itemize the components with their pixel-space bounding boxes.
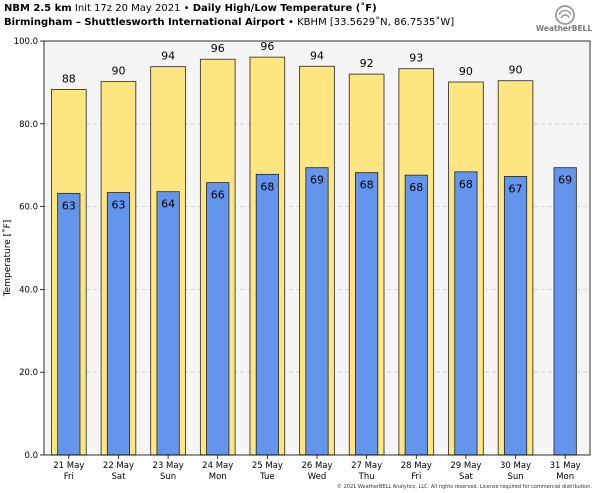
low-temp-label: 69 xyxy=(310,174,324,187)
y-tick-label: 40.0 xyxy=(19,285,38,295)
y-tick-label: 80.0 xyxy=(19,120,38,130)
x-tick-day: Tue xyxy=(259,472,275,482)
x-tick-date: 27 May xyxy=(351,461,382,471)
low-temp-label: 68 xyxy=(260,180,274,193)
y-tick-label: 100.0 xyxy=(14,37,38,47)
y-tick-label: 20.0 xyxy=(19,368,38,378)
x-tick-date: 21 May xyxy=(53,461,84,471)
low-temp-bar xyxy=(553,167,577,456)
low-temp-label: 67 xyxy=(509,182,523,195)
x-tick-day: Thu xyxy=(358,472,375,482)
x-tick-day: Mon xyxy=(209,472,227,482)
x-tick-day: Sat xyxy=(459,472,474,482)
copyright-footer: © 2021 WeatherBELL Analytics, LLC. All r… xyxy=(337,484,592,490)
header-line-2: Birmingham – Shuttlesworth International… xyxy=(4,16,524,30)
low-temp-label: 68 xyxy=(360,179,374,192)
chart-header: NBM 2.5 km Init 17z 20 May 2021 • Daily … xyxy=(4,2,524,30)
bars xyxy=(51,56,577,456)
low-temp-label: 66 xyxy=(211,189,225,202)
x-tick-day: Fri xyxy=(64,472,74,482)
low-temp-bar xyxy=(503,175,528,456)
high-temp-label: 88 xyxy=(62,72,76,85)
x-tick-date: 28 May xyxy=(401,461,432,471)
low-temp-bar xyxy=(404,174,428,456)
value-labels: 88 63 90 63 94 64 96 66 96 68 94 69 92 68 93 68 90 68 90 67… xyxy=(62,40,572,212)
high-temp-label: 93 xyxy=(409,52,423,65)
init-time: Init 17z 20 May 2021 xyxy=(74,3,181,14)
product-title: Daily High/Low Temperature (˚F) xyxy=(192,3,377,14)
x-tick-day: Sun xyxy=(160,472,176,482)
x-tick-date: 22 May xyxy=(103,461,134,471)
high-temp-label: 90 xyxy=(459,65,473,78)
model-name: NBM 2.5 km xyxy=(4,3,72,14)
high-temp-label: 94 xyxy=(161,50,175,63)
low-temp-label: 68 xyxy=(409,181,423,194)
low-temp-bar xyxy=(255,173,279,456)
x-tick-date: 30 May xyxy=(500,461,531,471)
high-temp-label: 96 xyxy=(260,40,274,53)
low-temp-label: 68 xyxy=(459,178,473,191)
x-tick-date: 24 May xyxy=(202,461,233,471)
x-tick-date: 26 May xyxy=(301,461,332,471)
low-temp-bar xyxy=(57,192,81,456)
x-tick-date: 23 May xyxy=(153,461,184,471)
low-temp-bar xyxy=(305,167,329,456)
y-tick-label: 60.0 xyxy=(19,203,38,213)
y-axis-label: Temperature [˚F] xyxy=(2,220,13,298)
low-temp-label: 64 xyxy=(161,198,175,211)
header-line-1: NBM 2.5 km Init 17z 20 May 2021 • Daily … xyxy=(4,2,524,16)
low-temp-label: 69 xyxy=(558,174,572,187)
header-separator: • xyxy=(183,3,190,14)
high-temp-label: 90 xyxy=(509,64,523,77)
x-tick-day: Sun xyxy=(507,472,523,482)
low-temp-label: 63 xyxy=(111,199,125,212)
y-axis-ticks: 0.0 20.0 40.0 60.0 80.0 100.0 xyxy=(14,37,44,461)
weatherbell-logo: WeatherBELL xyxy=(536,5,592,33)
low-temp-bar xyxy=(106,192,131,456)
low-temp-bar xyxy=(206,182,230,456)
x-tick-date: 29 May xyxy=(450,461,481,471)
high-temp-label: 96 xyxy=(211,42,225,55)
plot-frame xyxy=(43,40,591,456)
x-tick-date: 31 May xyxy=(550,461,581,471)
weatherbell-swirl-icon xyxy=(555,5,575,25)
location-name: Birmingham – Shuttlesworth International… xyxy=(4,17,285,28)
x-tick-day: Wed xyxy=(308,472,327,482)
logo-text: WeatherBELL xyxy=(536,24,592,33)
low-temp-label: 63 xyxy=(62,199,76,212)
low-temp-bar xyxy=(454,171,478,456)
low-temp-bar xyxy=(355,172,379,456)
x-tick-date: 25 May xyxy=(252,461,283,471)
low-temp-bar xyxy=(156,191,180,456)
x-tick-day: Mon xyxy=(556,472,574,482)
high-temp-label: 90 xyxy=(111,65,125,78)
x-tick-day: Fri xyxy=(411,472,421,482)
high-temp-label: 94 xyxy=(310,49,324,62)
high-temp-label: 92 xyxy=(360,57,374,70)
y-tick-label: 0.0 xyxy=(24,451,38,461)
header-separator: • xyxy=(288,17,294,28)
station-coords: KBHM [33.5629˚N, 86.7535˚W] xyxy=(297,17,455,28)
x-tick-day: Sat xyxy=(111,472,126,482)
